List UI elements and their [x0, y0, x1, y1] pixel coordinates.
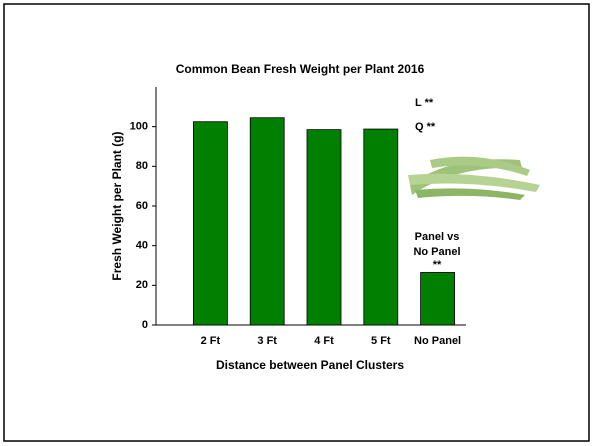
bar: [363, 128, 399, 326]
y-tick-label: 40: [136, 240, 148, 252]
y-axis-label: Fresh Weight per Plant (g): [110, 131, 124, 280]
x-tick-label: 2 Ft: [201, 335, 221, 347]
x-tick-label: 3 Ft: [257, 335, 277, 347]
bean-image: [408, 156, 540, 200]
annotation: L **: [415, 97, 434, 109]
annotation: Panel vs: [415, 231, 460, 243]
x-tick-label: 5 Ft: [371, 335, 391, 347]
slide-border: [3, 3, 590, 442]
bar: [249, 117, 285, 326]
x-tick-label: 4 Ft: [314, 335, 334, 347]
y-tick-label: 20: [136, 279, 148, 291]
y-tick-label: 60: [136, 200, 148, 212]
bar: [306, 129, 342, 326]
bar: [420, 272, 456, 326]
x-tick-label: No Panel: [414, 335, 461, 347]
annotation: No Panel: [413, 246, 460, 258]
annotation: Q **: [415, 121, 436, 133]
y-tick-label: 80: [136, 160, 148, 172]
y-tick-label: 100: [130, 121, 148, 133]
x-axis-label: Distance between Panel Clusters: [216, 358, 404, 372]
y-tick-label: 0: [142, 319, 148, 331]
bar: [192, 121, 228, 326]
chart-title: Common Bean Fresh Weight per Plant 2016: [176, 62, 425, 76]
annotation: **: [433, 259, 442, 271]
